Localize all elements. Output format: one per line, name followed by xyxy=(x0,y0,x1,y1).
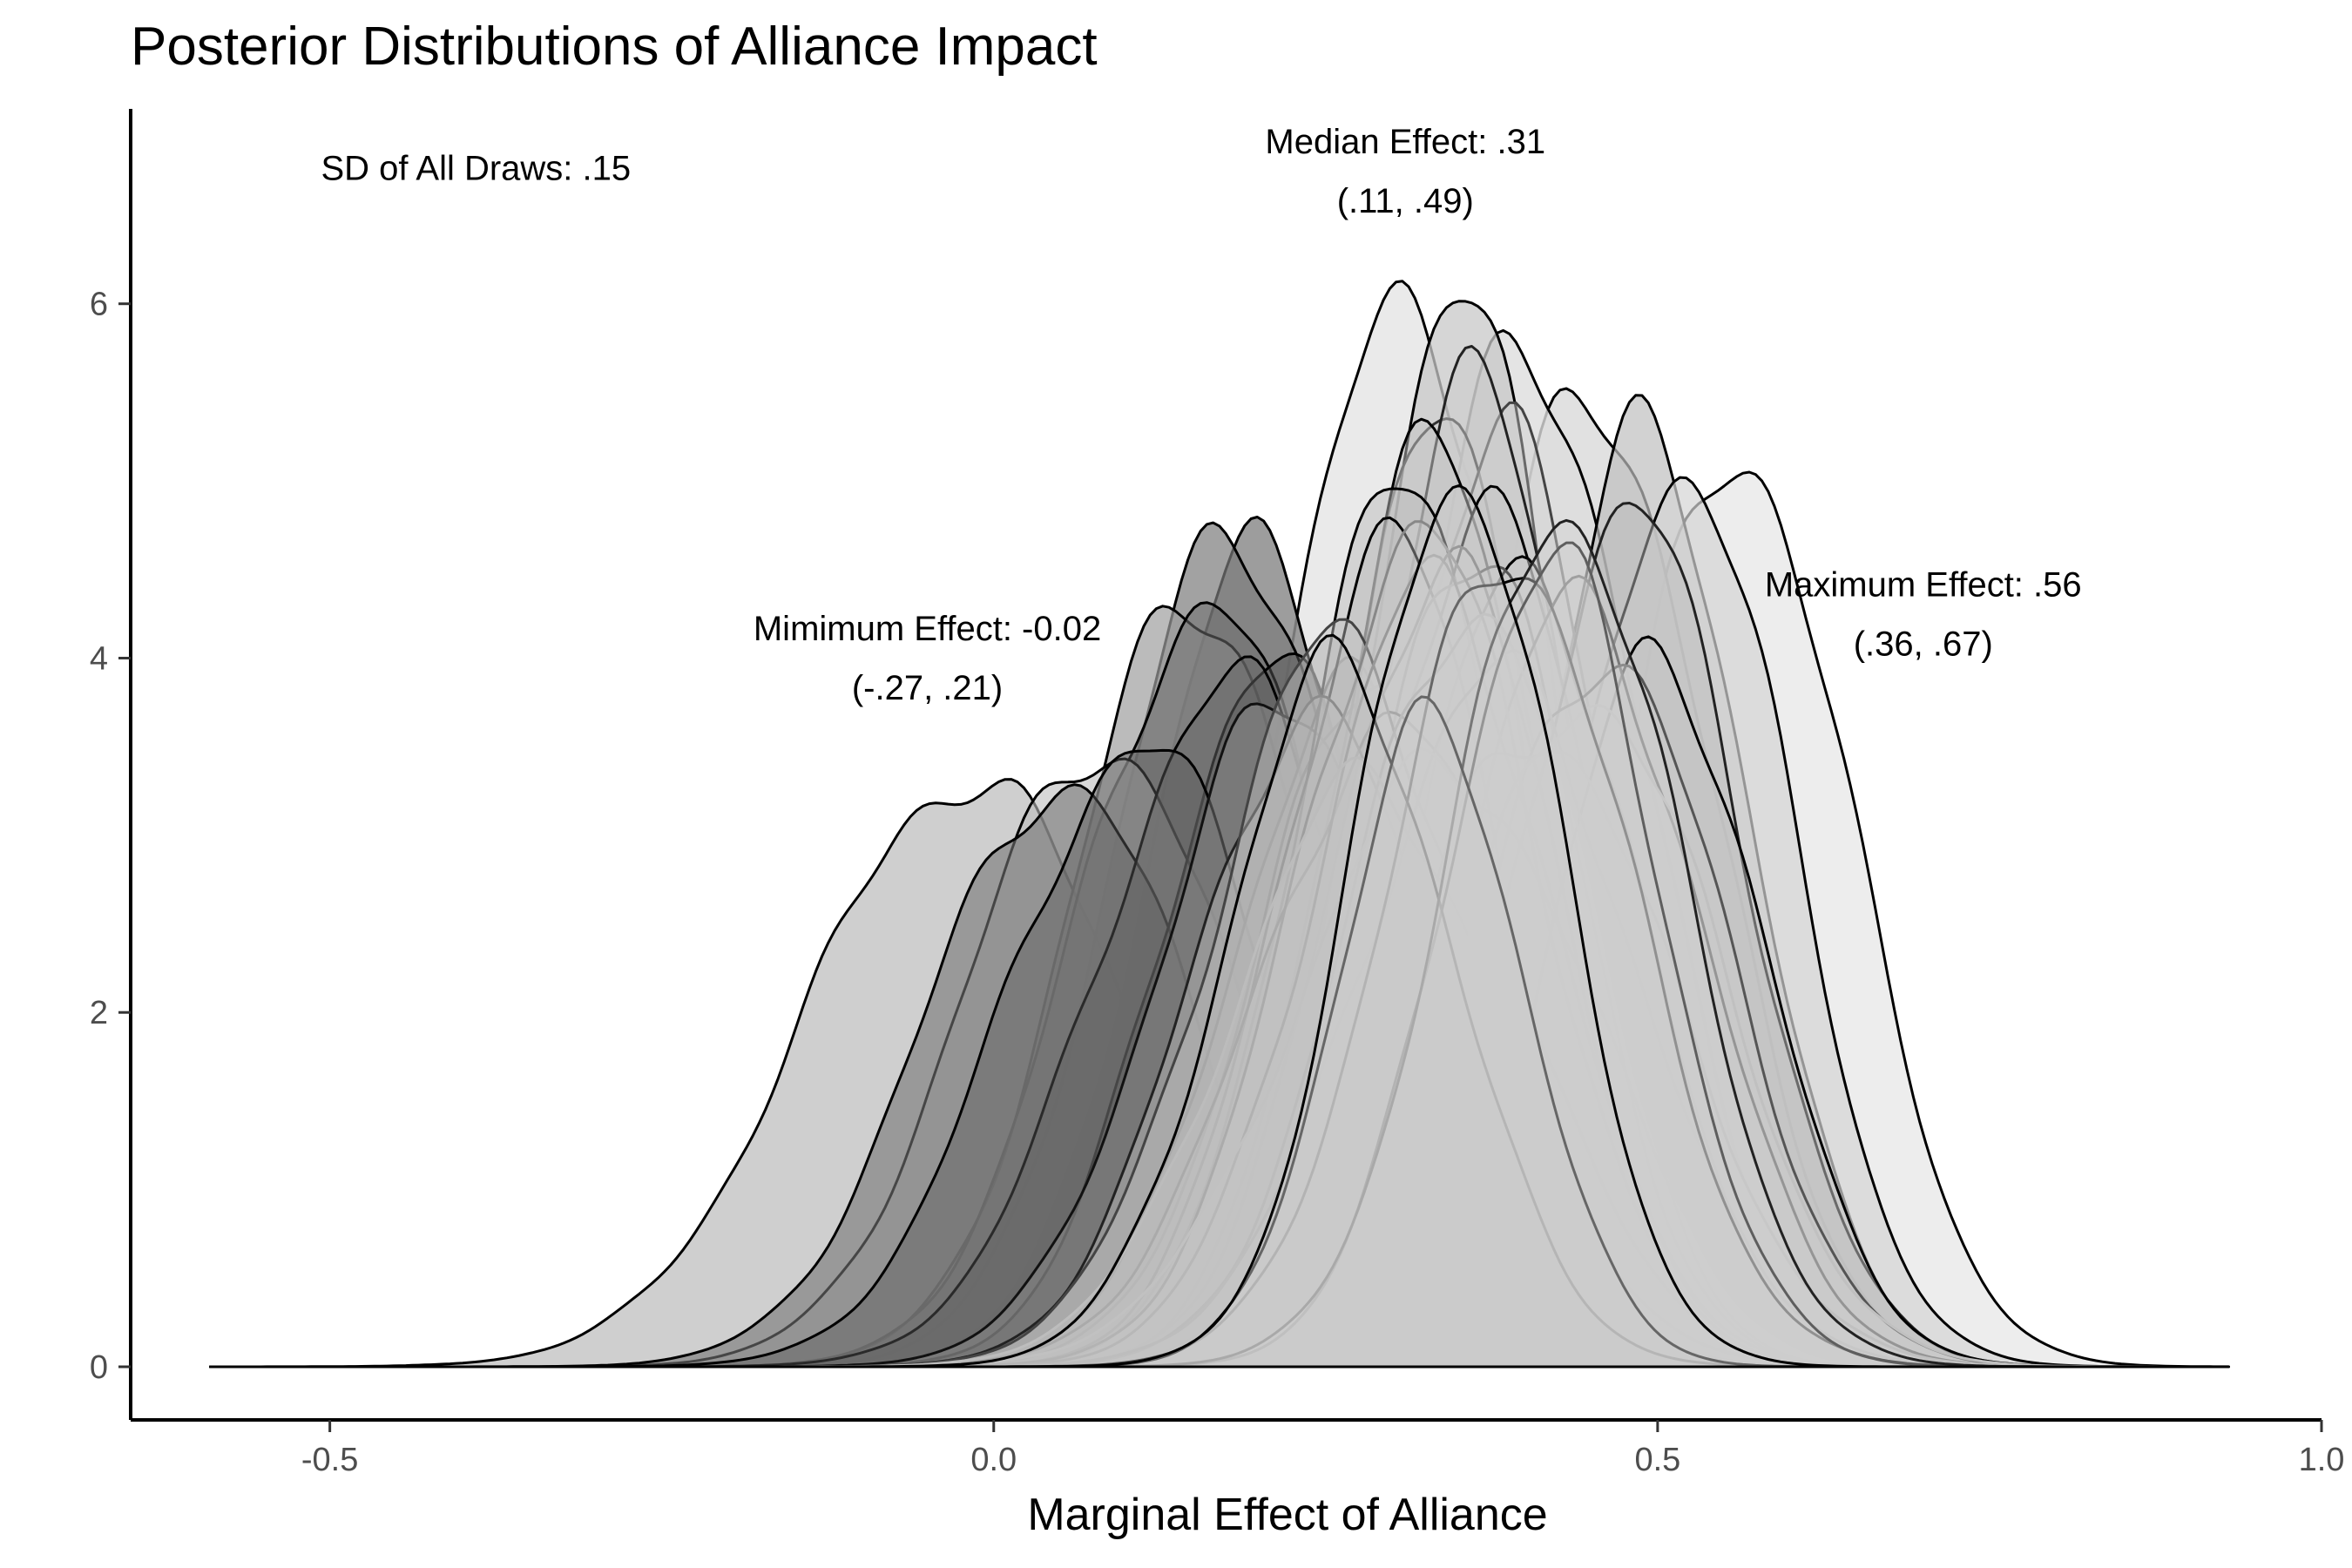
chart-axes: -0.5 0.0 0.5 1.0 0 2 4 6 xyxy=(90,109,2345,1478)
annotation-line: (.11, .49) xyxy=(1337,182,1474,220)
x-tick-label: 0.5 xyxy=(1634,1442,1680,1478)
annotation-sd: SD of All Draws: .15 xyxy=(321,149,631,187)
annotation-line: SD of All Draws: .15 xyxy=(321,149,631,187)
chart-title: Posterior Distributions of Alliance Impa… xyxy=(131,17,1098,77)
x-tick-label: 1.0 xyxy=(2299,1442,2345,1478)
chart-annotations: SD of All Draws: .15 Median Effect: .31 (.… xyxy=(321,123,2081,707)
y-tick-label: 4 xyxy=(90,640,108,677)
annotation-minimum: Mimimum Effect: -0.02 (-.27, .21) xyxy=(754,610,1101,707)
x-axis-label: Marginal Effect of Alliance xyxy=(1027,1490,1547,1540)
density-curves xyxy=(209,280,2230,1369)
y-axis-ticks: 0 2 4 6 xyxy=(90,287,131,1386)
density-curve xyxy=(209,483,2230,1369)
annotation-line: (-.27, .21) xyxy=(852,669,1003,707)
y-tick-label: 2 xyxy=(90,995,108,1031)
annotation-median: Median Effect: .31 (.11, .49) xyxy=(1265,123,1545,220)
x-axis-ticks: -0.5 0.0 0.5 1.0 xyxy=(301,1420,2345,1478)
annotation-line: Mimimum Effect: -0.02 xyxy=(754,610,1101,648)
annotation-line: Maximum Effect: .56 xyxy=(1765,565,2082,604)
annotation-line: (.36, .67) xyxy=(1854,625,1993,663)
y-tick-label: 0 xyxy=(90,1349,108,1386)
annotation-maximum: Maximum Effect: .56 (.36, .67) xyxy=(1765,565,2082,663)
x-tick-label: 0.0 xyxy=(970,1442,1017,1478)
annotation-line: Median Effect: .31 xyxy=(1265,123,1545,161)
x-tick-label: -0.5 xyxy=(301,1442,358,1478)
y-tick-label: 6 xyxy=(90,287,108,323)
